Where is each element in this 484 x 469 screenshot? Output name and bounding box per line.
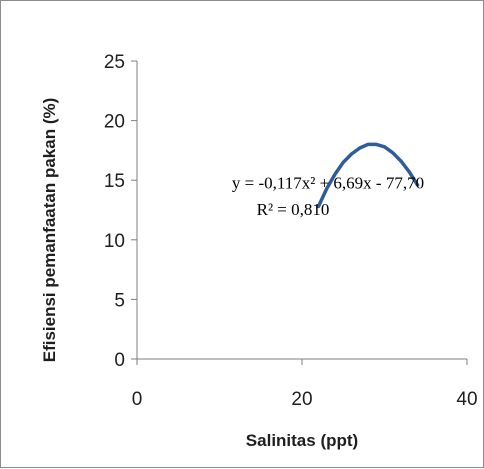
r-squared-label: R² = 0,810 <box>257 200 330 219</box>
y-axis-title: Efisiensi pemanfaatan pakan (%) <box>40 98 59 363</box>
x-axis-title: Salinitas (ppt) <box>246 431 358 450</box>
y-tick-label: 25 <box>104 52 125 73</box>
trendline-equation: y = -0,117x² + 6,69x - 77,70 <box>232 174 424 193</box>
x-tick-label: 0 <box>132 389 143 410</box>
y-tick-label: 15 <box>104 171 125 192</box>
y-tick-label: 0 <box>114 350 125 371</box>
trendline-series-0 <box>316 142 420 209</box>
y-tick-label: 20 <box>104 112 125 133</box>
x-tick-label: 40 <box>456 389 477 410</box>
y-tick-label: 5 <box>114 290 125 311</box>
y-tick-label: 10 <box>104 231 125 252</box>
x-tick-label: 20 <box>291 389 312 410</box>
